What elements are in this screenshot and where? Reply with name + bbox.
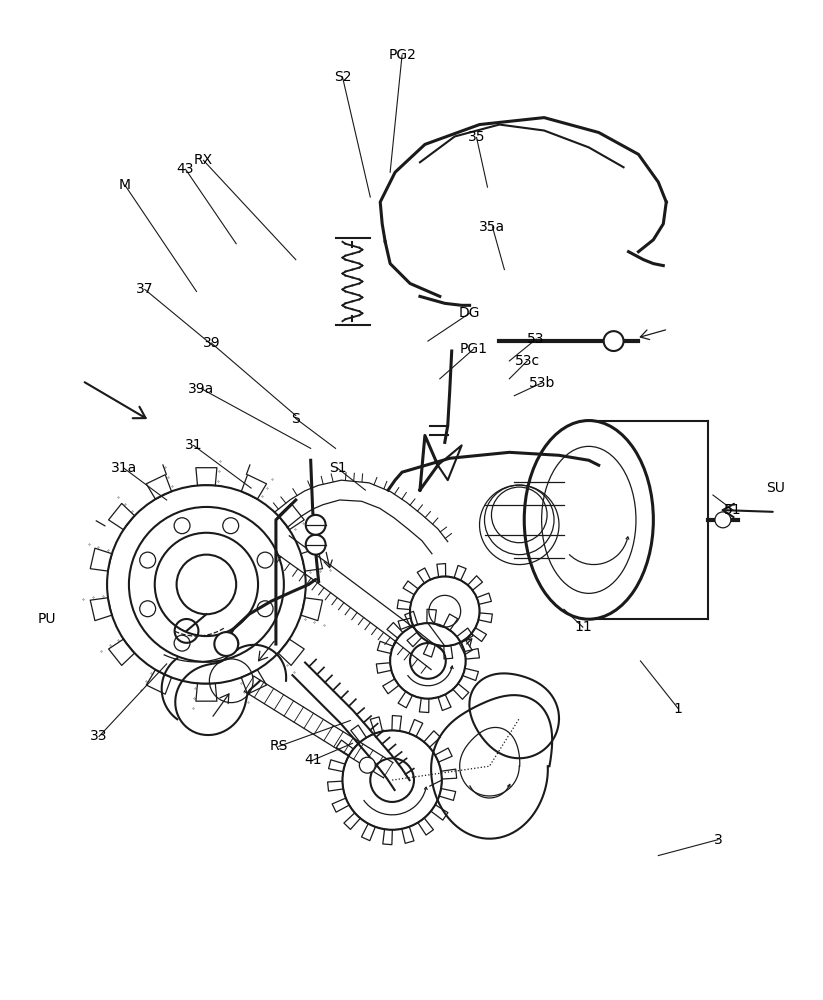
Text: S1: S1	[328, 461, 346, 475]
Text: S: S	[291, 412, 300, 426]
Text: 1: 1	[674, 702, 682, 716]
Text: S2: S2	[333, 70, 351, 84]
Text: 53b: 53b	[529, 376, 556, 390]
Text: M: M	[119, 178, 131, 192]
Text: 35: 35	[467, 130, 486, 144]
Text: 39: 39	[202, 336, 221, 350]
Text: 3: 3	[714, 833, 723, 847]
Text: 33: 33	[91, 729, 108, 743]
Circle shape	[715, 512, 731, 528]
Text: 11: 11	[574, 620, 592, 634]
Text: 53: 53	[528, 332, 545, 346]
Text: 53c: 53c	[514, 354, 540, 368]
Circle shape	[305, 535, 326, 555]
Text: RX: RX	[194, 153, 213, 167]
Circle shape	[214, 632, 238, 656]
Text: 31: 31	[184, 438, 202, 452]
Text: PG1: PG1	[459, 342, 487, 356]
Text: SU: SU	[766, 481, 785, 495]
Text: 31a: 31a	[111, 461, 137, 475]
Text: RS: RS	[270, 739, 288, 753]
Text: 35a: 35a	[479, 220, 505, 234]
Circle shape	[604, 331, 624, 351]
Text: 51: 51	[724, 503, 742, 517]
Circle shape	[305, 515, 326, 535]
Ellipse shape	[524, 421, 653, 619]
Text: 41: 41	[304, 753, 322, 767]
Text: 43: 43	[177, 162, 194, 176]
Circle shape	[360, 757, 375, 773]
Text: PU: PU	[37, 612, 56, 626]
Text: 37: 37	[136, 282, 154, 296]
Text: PG2: PG2	[388, 48, 416, 62]
Text: DG: DG	[459, 306, 481, 320]
Text: 39a: 39a	[188, 382, 215, 396]
